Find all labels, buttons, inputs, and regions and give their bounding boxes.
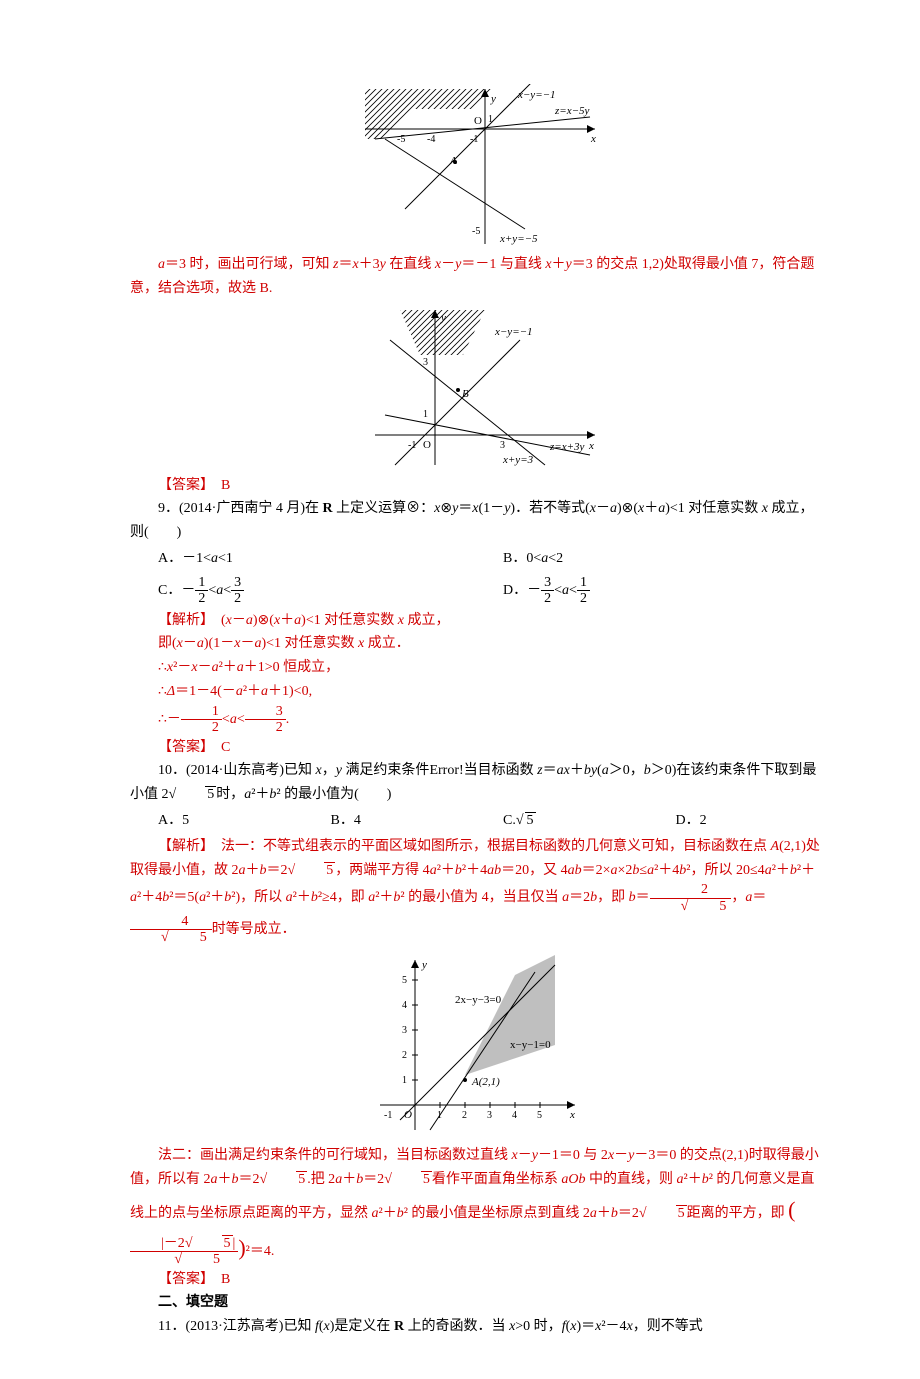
q10-opt-C: C.√5 xyxy=(503,807,676,835)
solution-a3: a＝3 时，画出可行域，可知 z＝x＋3y 在直线 x－y＝－1 与直线 x＋y… xyxy=(130,253,820,301)
svg-text:y: y xyxy=(490,93,496,105)
svg-text:x: x xyxy=(569,1109,575,1121)
svg-text:x: x xyxy=(588,440,594,452)
svg-text:4: 4 xyxy=(402,1000,407,1011)
svg-text:4: 4 xyxy=(512,1110,517,1121)
svg-text:-4: -4 xyxy=(427,134,435,145)
svg-text:x−y=−1: x−y=−1 xyxy=(517,89,556,101)
svg-text:5: 5 xyxy=(537,1110,542,1121)
svg-text:2x−y−3=0: 2x−y−3=0 xyxy=(455,994,502,1006)
svg-text:1: 1 xyxy=(488,114,493,125)
svg-text:O: O xyxy=(423,439,431,451)
solution-10-m1: 【解析】 法一：不等式组表示的平面区域如图所示，根据目标函数的几何意义可知，目标… xyxy=(130,835,820,946)
q9-opt-D: D．－32<a<12 xyxy=(503,573,848,609)
solution-9-l5: ∴－12<a<32. xyxy=(130,704,820,736)
svg-text:3: 3 xyxy=(500,440,505,451)
svg-text:y: y xyxy=(440,312,446,324)
section-2-title: 二、填空题 xyxy=(130,1291,820,1315)
solution-10-m2: 法二：画出满足约束条件的可行域知，当目标函数过直线 x－y－1＝0 与 2x－y… xyxy=(130,1144,820,1268)
svg-text:-1: -1 xyxy=(408,440,416,451)
question-11: 11．(2013·江苏高考)已知 f(x)是定义在 R 上的奇函数．当 x>0 … xyxy=(130,1315,820,1339)
figure-2: y x O -1 1 3 3 B x−y=−1 x+y=3 z=x+3y xyxy=(130,305,820,470)
svg-text:z=x+3y: z=x+3y xyxy=(549,441,585,453)
svg-text:1: 1 xyxy=(402,1075,407,1086)
svg-text:5: 5 xyxy=(402,975,407,986)
figure-1: y x O 1 -1 -5 -4 -5 A x−y=−1 z=x−5y x+y=… xyxy=(130,84,820,249)
answer-8: 【答案】 B xyxy=(130,474,820,498)
solution-9-l2: 即(x－a)(1－x－a)<1 对任意实数 x 成立． xyxy=(130,632,820,656)
q10-opt-A: A．5 xyxy=(158,807,331,835)
q9-opt-C: C．－12<a<32 xyxy=(158,573,503,609)
svg-text:A(2,1): A(2,1) xyxy=(471,1076,500,1088)
svg-text:3: 3 xyxy=(402,1025,407,1036)
svg-text:x: x xyxy=(590,133,596,145)
svg-text:x+y=3: x+y=3 xyxy=(502,454,534,466)
q10-options: A．5 B．4 C.√5 D．2 xyxy=(130,807,848,835)
svg-text:x−y−1=0: x−y−1=0 xyxy=(510,1039,551,1051)
svg-text:3: 3 xyxy=(487,1110,492,1121)
svg-text:O: O xyxy=(404,1109,412,1121)
answer-10: 【答案】 B xyxy=(130,1268,820,1292)
svg-text:-1: -1 xyxy=(384,1110,392,1121)
svg-text:x−y=−1: x−y=−1 xyxy=(494,326,533,338)
q10-opt-D: D．2 xyxy=(676,807,849,835)
q10-opt-B: B．4 xyxy=(331,807,504,835)
svg-text:1: 1 xyxy=(423,409,428,420)
solution-9-l3: ∴x²－x－a²＋a＋1>0 恒成立， xyxy=(130,656,820,680)
svg-text:-5: -5 xyxy=(472,226,480,237)
svg-text:2: 2 xyxy=(402,1050,407,1061)
svg-text:-5: -5 xyxy=(397,134,405,145)
q9-options: A．－1<a<1 B．0<a<2 C．－12<a<32 D．－32<a<12 xyxy=(130,545,848,609)
svg-text:1: 1 xyxy=(437,1110,442,1121)
svg-text:B: B xyxy=(462,388,469,400)
figure-3: 1 2 3 4 5 -1 1 2 3 4 5 O y x 2x−y−3=0 x−… xyxy=(130,950,820,1140)
svg-text:z=x−5y: z=x−5y xyxy=(554,105,590,117)
svg-text:3: 3 xyxy=(423,357,428,368)
q9-opt-B: B．0<a<2 xyxy=(503,545,848,573)
svg-text:y: y xyxy=(421,959,427,971)
svg-text:2: 2 xyxy=(462,1110,467,1121)
q9-opt-A: A．－1<a<1 xyxy=(158,545,503,573)
svg-text:x+y=−5: x+y=−5 xyxy=(499,233,538,245)
question-9: 9．(2014·广西南宁 4 月)在 R 上定义运算⊗：x⊗y＝x(1－y)．若… xyxy=(130,497,820,545)
solution-9: 【解析】 (x－a)⊗(x＋a)<1 对任意实数 x 成立， xyxy=(130,609,820,633)
svg-text:-1: -1 xyxy=(470,134,478,145)
solution-9-l4: ∴Δ＝1－4(－a²＋a＋1)<0, xyxy=(130,680,820,704)
svg-text:O: O xyxy=(474,115,482,127)
question-10: 10．(2014·山东高考)已知 x，y 满足约束条件Error!当目标函数 z… xyxy=(130,759,820,807)
answer-9: 【答案】 C xyxy=(130,736,820,760)
